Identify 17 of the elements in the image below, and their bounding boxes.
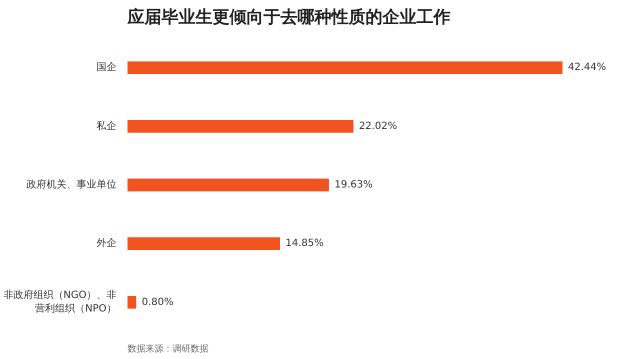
chart-title: 应届毕业生更倾向于去哪种性质的企业工作 [126, 8, 450, 28]
data-label: 19.63% [334, 180, 373, 190]
bar [128, 120, 354, 133]
bar [128, 178, 329, 192]
source-note: 数据来源：调研数据 [128, 344, 208, 354]
data-label: 42.44% [568, 62, 606, 74]
bar [128, 296, 136, 309]
y-tick-label: 外企 [96, 237, 116, 250]
y-tick-label: 政府机关、事业单位 [26, 178, 116, 190]
y-tick-label: 私企 [96, 120, 116, 132]
bar [128, 61, 563, 74]
y-tick-label: 国企 [96, 61, 116, 74]
data-label: 22.02% [358, 120, 398, 132]
data-label: 14.85% [286, 238, 324, 250]
y-tick-label: 非政府组织（NGO）、非营利组织（NPO） [3, 289, 117, 314]
bar [128, 237, 280, 250]
data-label: 0.80% [142, 296, 174, 308]
